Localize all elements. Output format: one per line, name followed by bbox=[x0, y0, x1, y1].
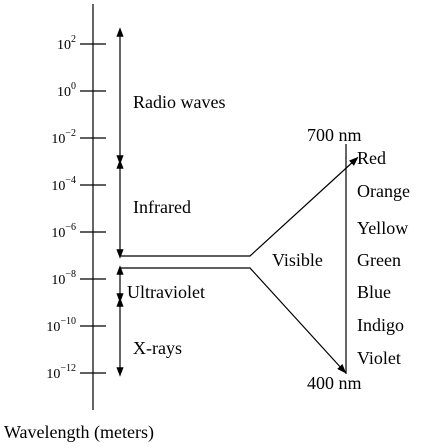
color-label: Indigo bbox=[357, 315, 404, 335]
tick-exponent: −6 bbox=[65, 222, 76, 233]
color-label: Blue bbox=[357, 282, 391, 302]
tick-label: 10−6 bbox=[51, 222, 76, 241]
tick-label: 10−12 bbox=[46, 363, 76, 382]
tick-exponent: −2 bbox=[65, 128, 76, 139]
tick-exponent: 0 bbox=[71, 81, 76, 92]
tick-label: 102 bbox=[57, 34, 76, 53]
tick-label: 10−4 bbox=[51, 175, 76, 194]
upper-label: 700 nm bbox=[307, 125, 362, 145]
tick-base: 10 bbox=[51, 179, 65, 194]
tick-base: 10 bbox=[51, 132, 65, 147]
visible-upper-line bbox=[120, 156, 359, 257]
tick-label: 10−8 bbox=[51, 269, 76, 288]
tick-exponent: 2 bbox=[71, 34, 76, 45]
tick-exponent: −4 bbox=[65, 175, 76, 186]
band-label: X-rays bbox=[133, 338, 182, 358]
tick-base: 10 bbox=[46, 320, 60, 335]
tick-exponent: −10 bbox=[60, 316, 76, 327]
color-label: Yellow bbox=[357, 218, 408, 238]
tick-base: 10 bbox=[57, 38, 71, 53]
color-label: Orange bbox=[357, 181, 410, 201]
band-label: Radio waves bbox=[133, 92, 225, 112]
tick-label: 100 bbox=[57, 81, 76, 100]
lower-label: 400 nm bbox=[307, 373, 362, 393]
band-label: Infrared bbox=[133, 197, 191, 217]
visible-label: Visible bbox=[272, 250, 323, 270]
color-label: Violet bbox=[357, 348, 401, 368]
tick-exponent: −12 bbox=[60, 363, 76, 374]
color-label: Red bbox=[357, 148, 386, 168]
tick-base: 10 bbox=[51, 226, 65, 241]
tick-base: 10 bbox=[51, 273, 65, 288]
band-label: Ultraviolet bbox=[127, 282, 205, 302]
color-label: Green bbox=[357, 250, 401, 270]
axis-label: Wavelength (meters) bbox=[4, 422, 154, 443]
visible-lower-line bbox=[120, 267, 347, 374]
tick-exponent: −8 bbox=[65, 269, 76, 280]
tick-label: 10−2 bbox=[51, 128, 76, 147]
tick-base: 10 bbox=[57, 85, 71, 100]
tick-base: 10 bbox=[46, 367, 60, 382]
tick-label: 10−10 bbox=[46, 316, 76, 335]
